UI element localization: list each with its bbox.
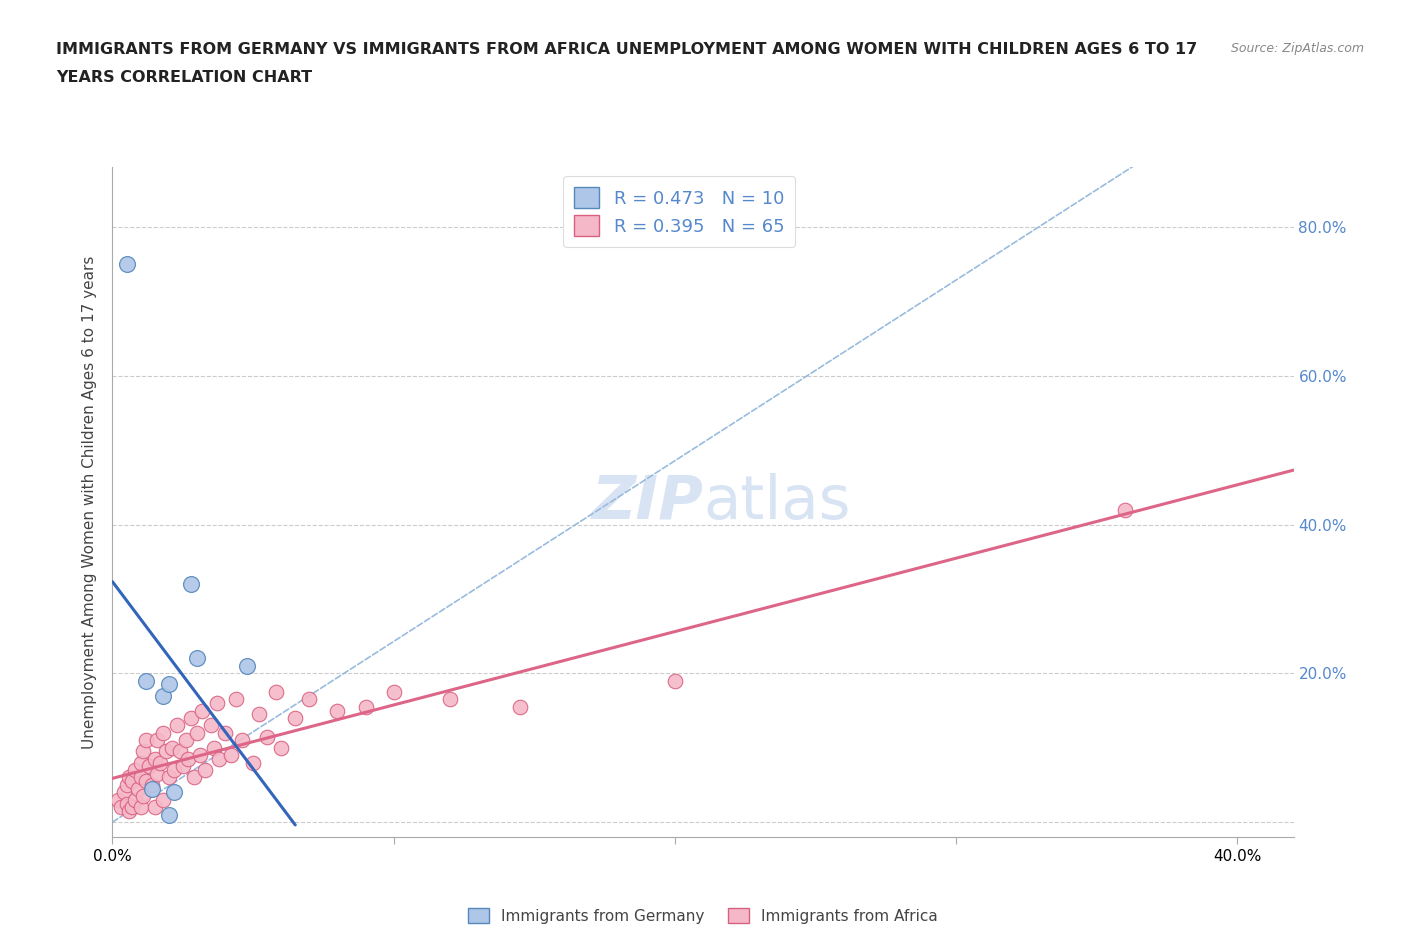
Point — [231, 733, 253, 748]
Point — [208, 751, 231, 766]
Point — [112, 785, 135, 800]
Point — [326, 703, 349, 718]
Point — [166, 718, 188, 733]
Text: atlas: atlas — [703, 472, 851, 532]
Point — [664, 673, 686, 688]
Text: ZIP: ZIP — [591, 472, 703, 532]
Point — [163, 763, 186, 777]
Point — [163, 785, 186, 800]
Point — [236, 658, 259, 673]
Point — [191, 703, 214, 718]
Point — [172, 759, 194, 774]
Point — [124, 792, 146, 807]
Point — [121, 774, 143, 789]
Point — [439, 692, 461, 707]
Point — [183, 770, 205, 785]
Point — [115, 777, 138, 792]
Point — [155, 744, 177, 759]
Point — [157, 770, 180, 785]
Point — [135, 673, 157, 688]
Point — [188, 748, 211, 763]
Point — [174, 733, 197, 748]
Point — [141, 777, 163, 792]
Point — [115, 257, 138, 272]
Point — [124, 763, 146, 777]
Point — [169, 744, 191, 759]
Point — [382, 684, 405, 699]
Point — [298, 692, 321, 707]
Point — [256, 729, 278, 744]
Point — [149, 755, 172, 770]
Point — [180, 577, 202, 591]
Point — [152, 725, 174, 740]
Text: IMMIGRANTS FROM GERMANY VS IMMIGRANTS FROM AFRICA UNEMPLOYMENT AMONG WOMEN WITH : IMMIGRANTS FROM GERMANY VS IMMIGRANTS FR… — [56, 42, 1198, 57]
Text: Source: ZipAtlas.com: Source: ZipAtlas.com — [1230, 42, 1364, 55]
Point — [219, 748, 242, 763]
Point — [205, 696, 228, 711]
Point — [200, 718, 222, 733]
Point — [284, 711, 307, 725]
Point — [115, 796, 138, 811]
Y-axis label: Unemployment Among Women with Children Ages 6 to 17 years: Unemployment Among Women with Children A… — [82, 256, 97, 749]
Point — [135, 733, 157, 748]
Point — [127, 781, 149, 796]
Point — [202, 740, 225, 755]
Point — [186, 725, 208, 740]
Point — [1114, 502, 1136, 517]
Point — [225, 692, 247, 707]
Point — [214, 725, 236, 740]
Point — [143, 800, 166, 815]
Point — [152, 792, 174, 807]
Point — [264, 684, 287, 699]
Point — [146, 733, 169, 748]
Legend: Immigrants from Germany, Immigrants from Africa: Immigrants from Germany, Immigrants from… — [461, 901, 945, 930]
Point — [132, 789, 155, 804]
Point — [129, 755, 152, 770]
Point — [129, 800, 152, 815]
Point — [186, 651, 208, 666]
Point — [107, 792, 129, 807]
Point — [354, 699, 377, 714]
Point — [242, 755, 264, 770]
Point — [121, 800, 143, 815]
Point — [135, 774, 157, 789]
Point — [118, 804, 141, 818]
Point — [180, 711, 202, 725]
Point — [129, 770, 152, 785]
Point — [110, 800, 132, 815]
Point — [138, 759, 160, 774]
Text: YEARS CORRELATION CHART: YEARS CORRELATION CHART — [56, 70, 312, 85]
Point — [509, 699, 531, 714]
Point — [270, 740, 292, 755]
Point — [152, 688, 174, 703]
Point — [247, 707, 270, 722]
Point — [141, 781, 163, 796]
Point — [146, 766, 169, 781]
Point — [143, 751, 166, 766]
Point — [132, 744, 155, 759]
Point — [194, 763, 217, 777]
Point — [157, 677, 180, 692]
Point — [157, 807, 180, 822]
Point — [118, 770, 141, 785]
Point — [160, 740, 183, 755]
Point — [177, 751, 200, 766]
